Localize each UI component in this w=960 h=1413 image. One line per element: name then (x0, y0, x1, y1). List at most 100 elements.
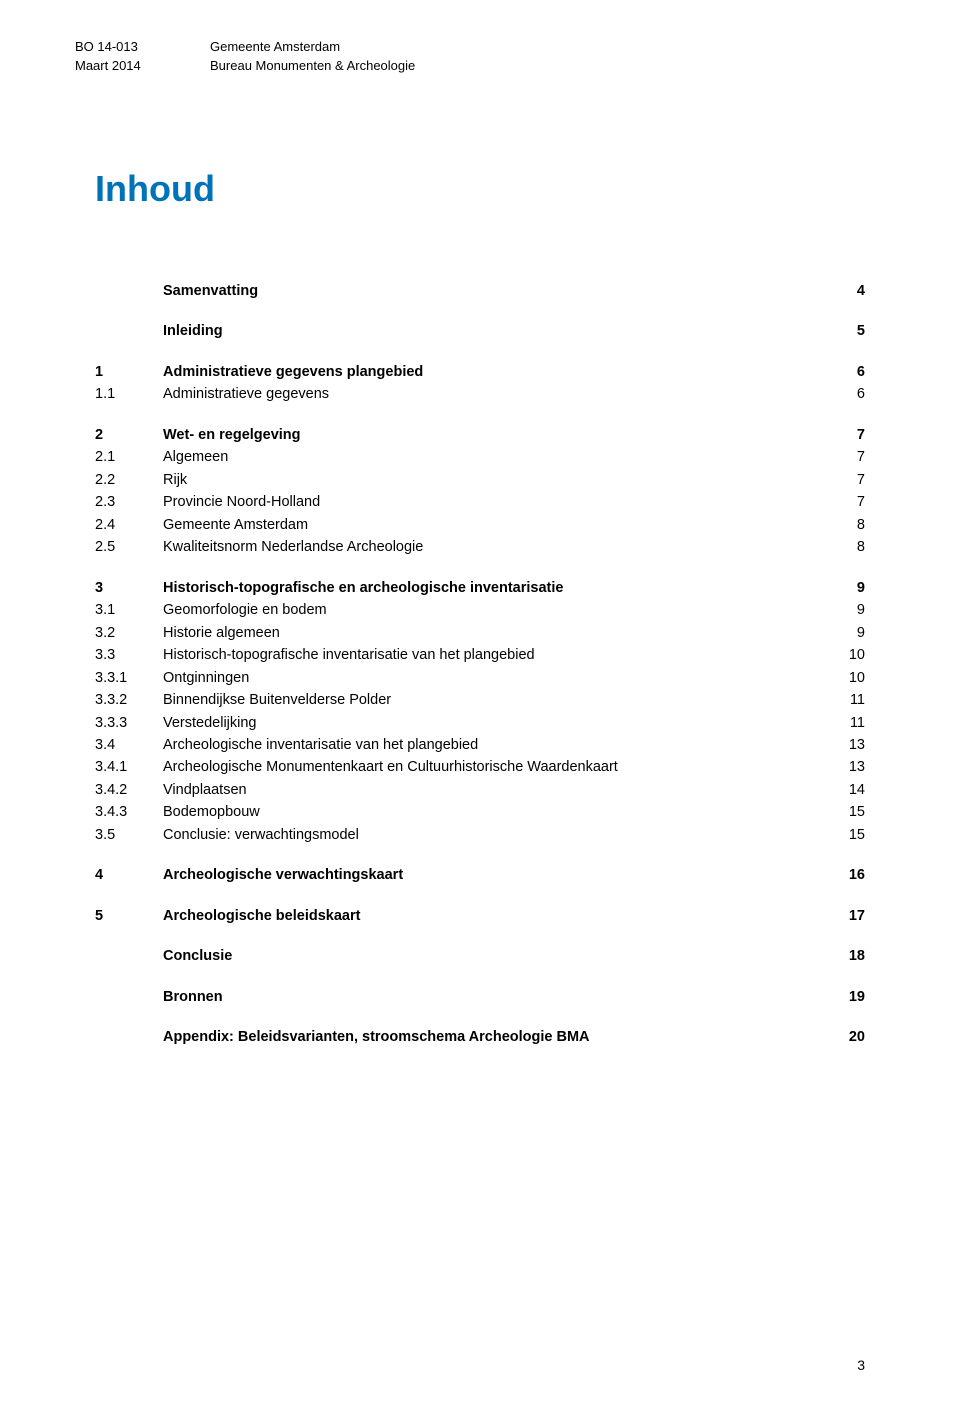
toc-number: 3.2 (95, 622, 163, 644)
toc-row: 2.4Gemeente Amsterdam8 (95, 514, 865, 536)
toc-row: 3.1Geomorfologie en bodem9 (95, 599, 865, 621)
toc-row: 3.3Historisch-topografische inventarisat… (95, 644, 865, 666)
toc-number: 2 (95, 424, 163, 446)
toc-page: 8 (825, 536, 865, 558)
toc-number: 3 (95, 577, 163, 599)
toc-number: 3.4.3 (95, 801, 163, 823)
toc-number: 3.4 (95, 734, 163, 756)
toc-group: Inleiding5 (95, 320, 865, 342)
toc-row: Inleiding5 (95, 320, 865, 342)
toc-number: 3.3.2 (95, 689, 163, 711)
toc-page: 9 (825, 577, 865, 599)
toc-page: 9 (825, 622, 865, 644)
toc-label: Archeologische Monumentenkaart en Cultuu… (163, 756, 825, 778)
org-line1: Gemeente Amsterdam (210, 38, 415, 57)
toc-label: Rijk (163, 469, 825, 491)
toc-label: Historie algemeen (163, 622, 825, 644)
toc-label: Archeologische beleidskaart (163, 905, 825, 927)
toc-label: Inleiding (163, 320, 825, 342)
header-right: Gemeente Amsterdam Bureau Monumenten & A… (210, 38, 415, 76)
toc-label: Gemeente Amsterdam (163, 514, 825, 536)
toc-page: 6 (825, 361, 865, 383)
toc-group: 2Wet- en regelgeving72.1Algemeen72.2Rijk… (95, 424, 865, 559)
toc-number: 1.1 (95, 383, 163, 405)
header-left: BO 14-013 Maart 2014 (75, 38, 141, 76)
toc-row: 3.4.1Archeologische Monumentenkaart en C… (95, 756, 865, 778)
toc-page: 10 (825, 667, 865, 689)
doc-ref: BO 14-013 (75, 38, 141, 57)
toc-page: 17 (825, 905, 865, 927)
toc-number: 3.5 (95, 824, 163, 846)
toc-page: 10 (825, 644, 865, 666)
page-number: 3 (857, 1357, 865, 1373)
toc-page: 7 (825, 469, 865, 491)
toc-page: 13 (825, 756, 865, 778)
toc-row: 3.2Historie algemeen9 (95, 622, 865, 644)
toc-row: 3.3.3Verstedelijking11 (95, 712, 865, 734)
toc-page: 5 (825, 320, 865, 342)
toc-label: Vindplaatsen (163, 779, 825, 801)
toc-number: 3.3.3 (95, 712, 163, 734)
page-title: Inhoud (95, 168, 865, 210)
toc-group: 5Archeologische beleidskaart17 (95, 905, 865, 927)
toc-label: Administratieve gegevens plangebied (163, 361, 825, 383)
toc-row: 3.5Conclusie: verwachtingsmodel15 (95, 824, 865, 846)
toc-number: 1 (95, 361, 163, 383)
toc-page: 14 (825, 779, 865, 801)
toc-page: 8 (825, 514, 865, 536)
toc-row: Samenvatting4 (95, 280, 865, 302)
toc-number: 2.1 (95, 446, 163, 468)
toc-page: 15 (825, 801, 865, 823)
toc-row: 2.3Provincie Noord-Holland7 (95, 491, 865, 513)
toc-number: 5 (95, 905, 163, 927)
toc-row: 1.1Administratieve gegevens6 (95, 383, 865, 405)
toc-label: Archeologische verwachtingskaart (163, 864, 825, 886)
toc-number: 2.5 (95, 536, 163, 558)
toc-label: Bodemopbouw (163, 801, 825, 823)
doc-date: Maart 2014 (75, 57, 141, 76)
toc-group: Bronnen19 (95, 986, 865, 1008)
toc-page: 18 (825, 945, 865, 967)
toc-group: Appendix: Beleidsvarianten, stroomschema… (95, 1026, 865, 1048)
toc-row: 1Administratieve gegevens plangebied6 (95, 361, 865, 383)
toc-row: 2.2Rijk7 (95, 469, 865, 491)
toc-row: 3.3.2Binnendijkse Buitenvelderse Polder1… (95, 689, 865, 711)
toc-label: Algemeen (163, 446, 825, 468)
toc-number: 4 (95, 864, 163, 886)
toc-label: Historisch-topografische inventarisatie … (163, 644, 825, 666)
toc-label: Binnendijkse Buitenvelderse Polder (163, 689, 825, 711)
toc-number: 2.3 (95, 491, 163, 513)
toc-row: 2Wet- en regelgeving7 (95, 424, 865, 446)
toc-number: 3.3.1 (95, 667, 163, 689)
toc-row: 3.4.2Vindplaatsen14 (95, 779, 865, 801)
toc-page: 11 (825, 689, 865, 711)
toc-label: Bronnen (163, 986, 825, 1008)
toc-page: 7 (825, 424, 865, 446)
toc-page: 13 (825, 734, 865, 756)
toc-label: Appendix: Beleidsvarianten, stroomschema… (163, 1026, 825, 1048)
toc-group: 1Administratieve gegevens plangebied61.1… (95, 361, 865, 406)
toc-row: 3.4Archeologische inventarisatie van het… (95, 734, 865, 756)
toc-row: 2.1Algemeen7 (95, 446, 865, 468)
toc-page: 11 (825, 712, 865, 734)
toc-group: 4Archeologische verwachtingskaart16 (95, 864, 865, 886)
toc-row: 3.3.1Ontginningen10 (95, 667, 865, 689)
toc-label: Provincie Noord-Holland (163, 491, 825, 513)
toc-page: 15 (825, 824, 865, 846)
toc-label: Verstedelijking (163, 712, 825, 734)
toc-row: 5Archeologische beleidskaart17 (95, 905, 865, 927)
toc-row: 2.5Kwaliteitsnorm Nederlandse Archeologi… (95, 536, 865, 558)
toc-number: 2.4 (95, 514, 163, 536)
toc-label: Samenvatting (163, 280, 825, 302)
toc-number: 3.4.2 (95, 779, 163, 801)
toc-number: 2.2 (95, 469, 163, 491)
toc-row: Bronnen19 (95, 986, 865, 1008)
toc-label: Administratieve gegevens (163, 383, 825, 405)
toc-row: Conclusie18 (95, 945, 865, 967)
org-line2: Bureau Monumenten & Archeologie (210, 57, 415, 76)
table-of-contents: Samenvatting4Inleiding51Administratieve … (95, 280, 865, 1049)
toc-label: Wet- en regelgeving (163, 424, 825, 446)
toc-group: 3Historisch-topografische en archeologis… (95, 577, 865, 847)
toc-page: 7 (825, 446, 865, 468)
toc-group: Conclusie18 (95, 945, 865, 967)
